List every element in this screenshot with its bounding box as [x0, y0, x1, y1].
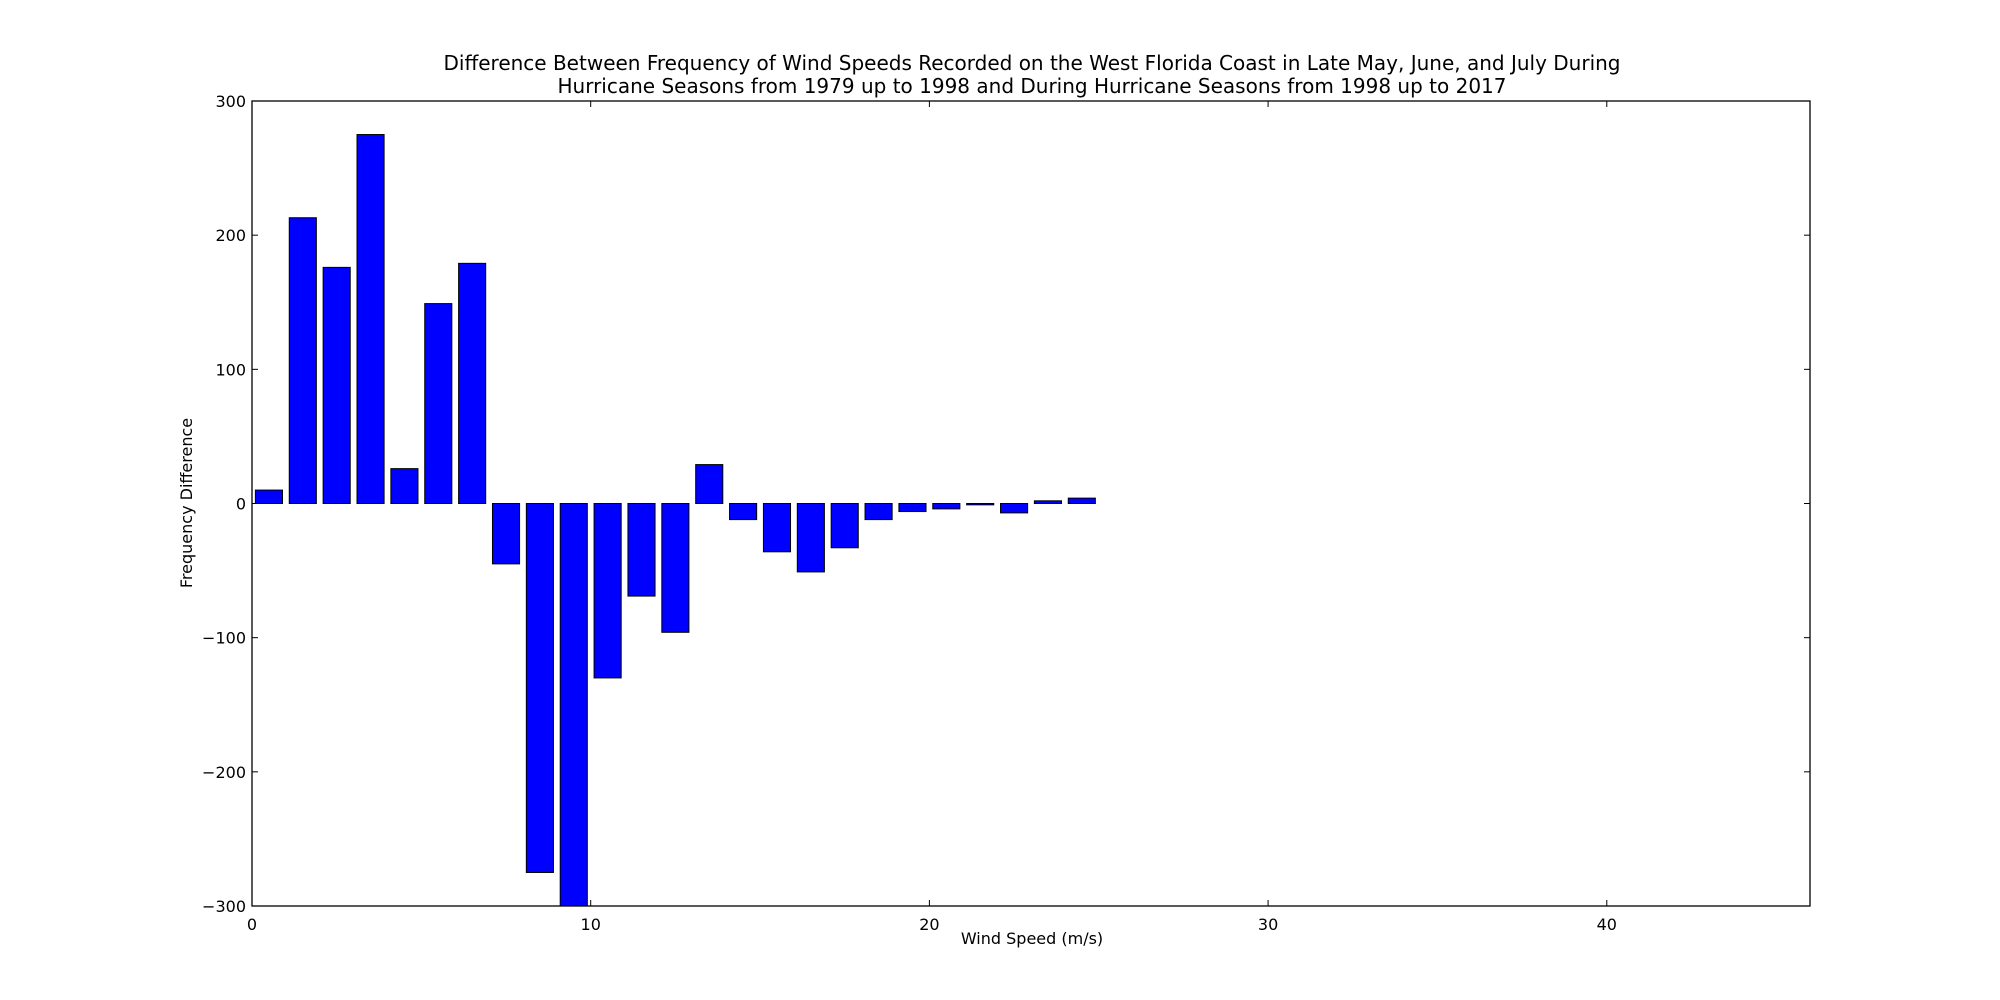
chart-title-line2: Hurricane Seasons from 1979 up to 1998 a… — [557, 74, 1506, 98]
bar — [356, 134, 385, 504]
bar — [695, 464, 724, 504]
x-tick-label: 40 — [1597, 915, 1617, 934]
x-tick-label: 10 — [581, 915, 601, 934]
ticks-group: 0 10 20 30 40 −300 −200 −100 0 100 200 300 — [202, 92, 1810, 934]
bar — [966, 503, 995, 506]
bar — [627, 503, 656, 597]
bar — [762, 503, 792, 553]
y-tick-label: 100 — [215, 360, 246, 379]
y-tick-label: −100 — [202, 629, 246, 648]
bar — [864, 503, 893, 521]
bar — [729, 503, 758, 521]
bar — [559, 503, 588, 907]
y-axis-label: Frequency Difference — [177, 418, 196, 588]
x-tick-label: 0 — [247, 915, 257, 934]
bar — [932, 503, 961, 510]
x-axis-label: Wind Speed (m/s) — [961, 929, 1103, 948]
x-tick-label: 20 — [919, 915, 939, 934]
bar — [1033, 500, 1062, 505]
y-tick-label: −200 — [202, 763, 246, 782]
bar — [288, 217, 317, 504]
y-tick-label: 200 — [215, 226, 246, 245]
bar — [254, 489, 283, 504]
bar — [424, 303, 453, 504]
x-tick-label: 30 — [1258, 915, 1278, 934]
bar — [796, 503, 825, 573]
y-tick-label: −300 — [202, 897, 246, 916]
bar — [390, 468, 419, 504]
bar — [1067, 497, 1096, 505]
bar — [898, 503, 927, 513]
bar — [458, 262, 487, 504]
y-tick-label: 0 — [236, 495, 246, 514]
y-tick-label: 300 — [215, 92, 246, 111]
bar — [322, 266, 351, 504]
bar — [1000, 503, 1029, 514]
bar — [525, 503, 554, 873]
bar — [830, 503, 859, 549]
bar — [593, 503, 622, 679]
bar — [661, 503, 690, 633]
bar — [491, 503, 521, 565]
bars-group — [254, 134, 1096, 907]
chart-title-line1: Difference Between Frequency of Wind Spe… — [444, 51, 1621, 75]
